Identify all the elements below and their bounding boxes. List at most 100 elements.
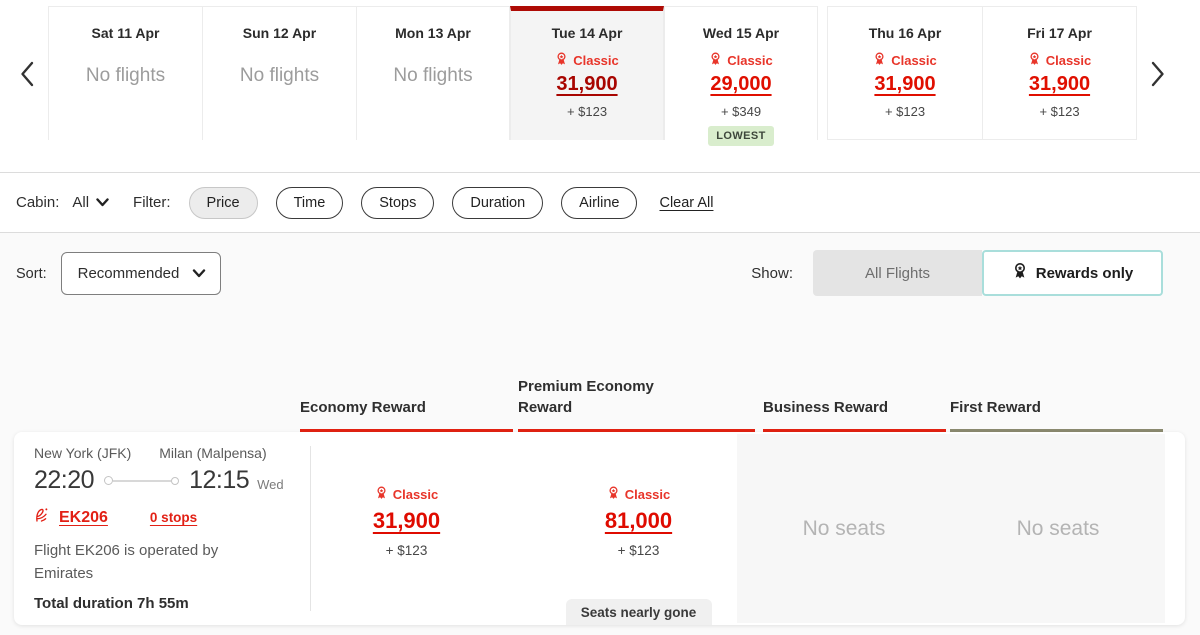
lowest-badge: LOWEST (708, 126, 774, 146)
chevron-left-icon (18, 59, 35, 92)
classic-fare-row: Classic (828, 52, 982, 69)
flight-card: New York (JFK) Milan (Malpensa) 22:20 12… (14, 432, 1185, 625)
points-link[interactable]: 31,900 (874, 73, 936, 95)
date-cell-thu-16-apr[interactable]: Thu 16 Apr Classic 31,900 + $123 (828, 7, 982, 139)
sort-label: Sort: (16, 265, 47, 282)
flight-info: New York (JFK) Milan (Malpensa) 22:20 12… (34, 445, 304, 612)
economy-points-link[interactable]: 31,900 (372, 507, 441, 533)
date-label: Fri 17 Apr (1027, 25, 1092, 41)
flight-number-row: EK206 0 stops (34, 506, 304, 529)
cash-amount: + $123 (884, 104, 926, 119)
date-cell-tue-14-apr-selected[interactable]: Tue 14 Apr Classic 31,900 + $123 (510, 6, 664, 140)
rosette-icon (555, 52, 568, 69)
clear-all-link[interactable]: Clear All (659, 194, 714, 211)
points-link[interactable]: 29,000 (710, 73, 772, 95)
filter-pill-time[interactable]: Time (275, 186, 344, 219)
show-row: Show: All Flights Rewards only (751, 250, 1163, 296)
card-divider (310, 446, 311, 611)
path-line (113, 479, 172, 482)
seats-nearly-gone-badge: Seats nearly gone (565, 599, 712, 625)
date-label: Mon 13 Apr (395, 25, 471, 41)
date-label: Sun 12 Apr (242, 25, 317, 41)
no-seats-region: No seats No seats (737, 434, 1165, 623)
date-cell-fri-17-apr[interactable]: Fri 17 Apr Classic 31,900 + $123 (982, 7, 1136, 139)
sort-row: Sort: Recommended (16, 252, 221, 295)
rosette-icon (709, 52, 722, 69)
date-label: Thu 16 Apr (868, 25, 942, 41)
first-no-seats: No seats (1016, 516, 1100, 540)
premium-economy-points-link[interactable]: 81,000 (604, 507, 673, 533)
fare-type-label: Classic (891, 53, 937, 68)
filter-pill-duration[interactable]: Duration (452, 186, 544, 219)
classic-fare-row: Classic (983, 52, 1136, 69)
classic-fare-row: Classic (605, 486, 672, 503)
depart-time: 22:20 (34, 466, 95, 494)
column-first-reward: First Reward (950, 363, 1163, 432)
emirates-logo-icon (34, 506, 49, 529)
economy-fare-cell: Classic 31,900 + $123 (300, 432, 513, 625)
all-flights-toggle[interactable]: All Flights (813, 250, 982, 296)
filter-pill-airline[interactable]: Airline (561, 186, 638, 219)
times-row: 22:20 12:15 Wed (34, 466, 304, 495)
cabin-value: All (72, 194, 90, 211)
cash-amount: + $123 (1039, 104, 1080, 119)
rewards-only-toggle[interactable]: Rewards only (982, 250, 1163, 296)
sort-value: Recommended (77, 265, 180, 282)
cash-amount: + $123 (385, 542, 428, 558)
fare-type-label: Classic (624, 486, 671, 502)
divider (0, 232, 1200, 233)
date-label: Wed 15 Apr (702, 25, 780, 41)
flight-number-link[interactable]: EK206 (59, 508, 108, 526)
points-link[interactable]: 31,900 (556, 73, 618, 95)
business-no-seats: No seats (802, 516, 886, 540)
date-carousel: Sat 11 Apr No flights Sun 12 Apr No flig… (0, 0, 1200, 172)
filter-pills: Price Time Stops Duration Airline (188, 186, 638, 219)
rosette-icon (607, 486, 620, 503)
divider (0, 172, 1200, 173)
filter-bar: Cabin: All Filter: Price Time Stops Dura… (0, 173, 1200, 232)
cabin-dropdown[interactable]: All (72, 194, 109, 211)
rosette-icon (1012, 262, 1028, 284)
fare-type-label: Classic (392, 486, 439, 502)
classic-fare-row: Classic (665, 52, 817, 69)
origin-airport: New York (JFK) (34, 445, 132, 461)
date-label: Tue 14 Apr (551, 25, 623, 41)
column-economy-reward: Economy Reward (300, 363, 513, 432)
cabin-label: Cabin: (16, 194, 60, 211)
no-flights-text: No flights (85, 65, 166, 86)
results-section: Sort: Recommended Show: All Flights Rewa… (0, 233, 1200, 635)
column-underline (950, 429, 1163, 432)
filter-pill-stops[interactable]: Stops (361, 186, 435, 219)
cash-amount: + $123 (617, 542, 660, 558)
date-cell-mon-13-apr[interactable]: Mon 13 Apr No flights (356, 6, 510, 140)
date-cell-sun-12-apr[interactable]: Sun 12 Apr No flights (202, 6, 356, 140)
date-cell-sat-11-apr[interactable]: Sat 11 Apr No flights (48, 6, 202, 140)
operated-by-text: Flight EK206 is operated by Emirates (34, 542, 219, 583)
date-cell-wed-15-apr[interactable]: Wed 15 Apr Classic 29,000 + $349 LOWEST (664, 6, 818, 146)
cash-amount: + $123 (566, 104, 608, 119)
column-title: Premium Economy Reward (518, 377, 654, 417)
filter-pill-price[interactable]: Price (188, 186, 258, 219)
cash-amount: + $349 (720, 104, 762, 119)
column-underline (300, 429, 513, 432)
no-flights-text: No flights (239, 65, 320, 86)
rosette-icon (375, 486, 388, 503)
points-link[interactable]: 31,900 (1028, 73, 1091, 95)
classic-fare-row: Classic (511, 52, 663, 69)
no-flights-text: No flights (393, 65, 473, 86)
carousel-next-button[interactable] (1140, 52, 1176, 98)
rosette-icon (1028, 52, 1041, 69)
column-title: First Reward (950, 399, 1041, 417)
airports-row: New York (JFK) Milan (Malpensa) (34, 445, 304, 461)
sort-dropdown[interactable]: Recommended (60, 252, 221, 295)
column-premium-economy-reward: Premium Economy Reward (518, 363, 755, 432)
arrive-day: Wed (257, 477, 284, 492)
total-duration: Total duration 7h 55m (34, 594, 189, 612)
chevron-right-icon (1150, 59, 1167, 92)
stops-link[interactable]: 0 stops (149, 510, 198, 525)
rewards-only-label: Rewards only (1035, 264, 1134, 282)
carousel-prev-button[interactable] (8, 52, 44, 98)
premium-economy-fare-cell: Classic 81,000 + $123 Seats nearly gone (520, 432, 757, 625)
classic-fare-row: Classic (373, 486, 440, 503)
